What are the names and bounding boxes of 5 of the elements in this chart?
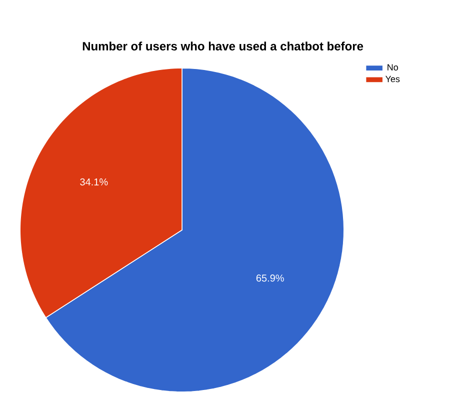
- chart-title: Number of users who have used a chatbot before: [82, 42, 364, 50]
- legend-label: No: [388, 64, 398, 70]
- data-label: 65.9%: [256, 274, 284, 282]
- data-label: 34.1%: [80, 178, 108, 186]
- legend-label: Yes: [385, 76, 400, 82]
